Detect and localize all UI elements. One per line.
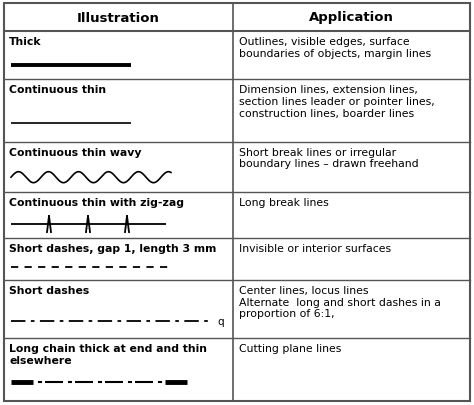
Text: Thick: Thick [9, 37, 42, 47]
Text: Continuous thin wavy: Continuous thin wavy [9, 147, 142, 158]
Text: Short break lines or irregular
boundary lines – drawn freehand: Short break lines or irregular boundary … [239, 147, 419, 169]
Text: Outlines, visible edges, surface
boundaries of objects, margin lines: Outlines, visible edges, surface boundar… [239, 37, 431, 58]
Text: Short dashes: Short dashes [9, 285, 89, 295]
Text: Long chain thick at end and thin
elsewhere: Long chain thick at end and thin elsewhe… [9, 344, 207, 365]
Text: Long break lines: Long break lines [239, 198, 329, 208]
Text: Center lines, locus lines
Alternate  long and short dashes in a
proportion of 6:: Center lines, locus lines Alternate long… [239, 285, 441, 318]
Text: Illustration: Illustration [77, 11, 160, 24]
Text: Cutting plane lines: Cutting plane lines [239, 344, 342, 354]
Text: q: q [217, 316, 224, 326]
Text: Dimension lines, extension lines,
section lines leader or pointer lines,
constru: Dimension lines, extension lines, sectio… [239, 85, 435, 118]
Text: Short dashes, gap 1, length 3 mm: Short dashes, gap 1, length 3 mm [9, 243, 216, 253]
Text: Continuous thin: Continuous thin [9, 85, 106, 95]
Text: Continuous thin with zig-zag: Continuous thin with zig-zag [9, 198, 184, 208]
Text: Application: Application [309, 11, 394, 24]
Text: Invisible or interior surfaces: Invisible or interior surfaces [239, 243, 392, 253]
